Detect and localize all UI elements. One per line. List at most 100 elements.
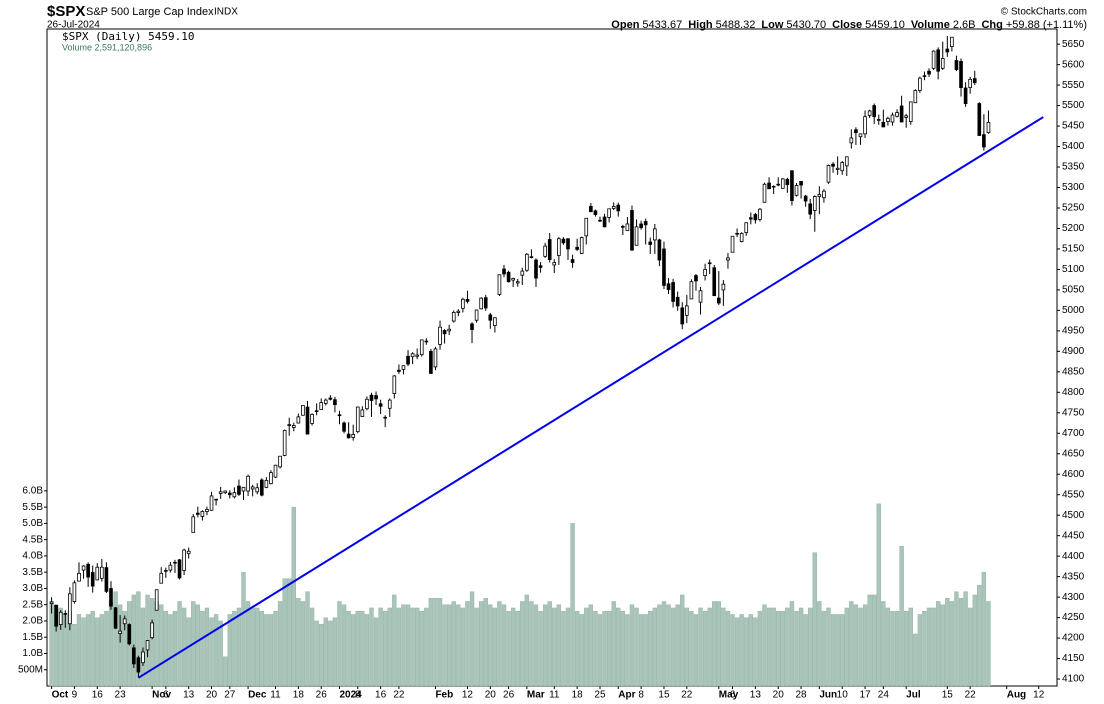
volume-bar	[469, 591, 475, 687]
y2-tick-label: 6.0B	[22, 485, 43, 496]
candle-body	[502, 268, 506, 275]
candle-body	[141, 651, 145, 664]
volume-bar	[291, 506, 296, 687]
y-tick-label: 5000	[1062, 305, 1085, 316]
candle-body	[611, 205, 616, 209]
candle-body	[748, 217, 753, 220]
candle-body	[817, 194, 822, 197]
x-tick-label: 11	[270, 690, 281, 701]
volume-bar	[296, 597, 301, 687]
x-tick-label: 6	[163, 690, 169, 701]
quote-value: 2.6B	[953, 19, 976, 31]
candle-body	[753, 214, 758, 221]
volume-bar	[757, 610, 763, 687]
volume-bar	[236, 607, 242, 687]
candle-body	[858, 133, 863, 138]
x-tick-label: Oct	[52, 690, 69, 701]
volume-bar	[446, 604, 452, 687]
candle-body	[195, 512, 200, 515]
candle-body	[470, 323, 474, 331]
y-tick-label: 4400	[1062, 551, 1085, 562]
candle-body	[959, 60, 963, 88]
candle-body	[301, 405, 305, 416]
y2-tick-label: 5.0B	[22, 518, 43, 529]
volume-bar	[396, 607, 402, 687]
volume-bar	[542, 604, 548, 687]
x-tick-label: 27	[224, 690, 236, 701]
volume-bar	[492, 607, 498, 687]
candle-body	[716, 297, 721, 304]
volume-bar	[794, 610, 799, 687]
candle-body	[744, 222, 749, 233]
candle-body	[954, 60, 959, 70]
volume-bar	[419, 610, 424, 687]
candle-body	[282, 430, 287, 456]
y-tick-label: 4800	[1062, 387, 1085, 398]
candle-body	[246, 475, 250, 492]
candle-body	[218, 491, 223, 494]
y-tick-label: 4750	[1062, 407, 1085, 418]
volume-bar	[49, 601, 54, 687]
volume-bar	[460, 607, 466, 687]
volume-bar	[510, 607, 516, 687]
candle-body	[854, 129, 858, 134]
x-tick-label: 22	[681, 690, 693, 701]
candle-body	[424, 340, 429, 343]
x-tick-label: 26	[503, 690, 515, 701]
volume-bar	[154, 601, 159, 687]
candle-body	[191, 516, 196, 533]
volume-bar	[881, 601, 886, 687]
volume-bar	[565, 607, 571, 687]
candle-body	[575, 246, 579, 250]
candle-body	[767, 182, 771, 190]
volume-bar	[744, 617, 749, 687]
x-tick-label: 25	[594, 690, 606, 701]
volume-bar	[305, 591, 310, 687]
legend-volume: Volume 2,591,120,896	[62, 42, 152, 52]
y-tick-label: 4500	[1062, 510, 1085, 521]
candle-body	[177, 559, 182, 579]
volume-bar	[670, 607, 676, 687]
quote-value: 5433.67	[642, 19, 682, 31]
volume-bar	[373, 617, 379, 687]
x-tick-label: Apr	[618, 690, 635, 701]
y2-tick-label: 3.0B	[22, 583, 43, 594]
candle-body	[488, 314, 493, 321]
candle-body	[113, 607, 118, 629]
legend-price: $SPX (Daily) 5459.10	[62, 30, 194, 43]
volume-bar	[730, 614, 735, 687]
candle-body	[534, 259, 538, 279]
quote-label: Close	[832, 19, 862, 31]
quote-value: 5488.32	[716, 19, 756, 31]
candle-body	[360, 409, 365, 417]
candle-body	[762, 183, 767, 203]
candle-body	[689, 281, 694, 300]
volume-bar	[552, 607, 557, 687]
volume-bar	[117, 604, 123, 687]
candle-body	[936, 49, 940, 72]
candle-body	[269, 472, 273, 485]
y-tick-label: 4100	[1062, 674, 1085, 685]
volume-bar	[785, 607, 790, 687]
candle-body	[451, 312, 456, 322]
volume-bar	[771, 607, 776, 687]
x-tick-label: 12	[1033, 690, 1045, 701]
candle-body	[648, 241, 653, 245]
volume-bar	[716, 601, 721, 687]
volume-bar	[826, 607, 831, 687]
candle-body	[209, 495, 214, 511]
x-tick-label: 28	[796, 690, 808, 701]
candle-body	[506, 271, 511, 283]
y-tick-label: 5250	[1062, 203, 1085, 214]
candle-body	[291, 425, 296, 428]
volume-bar	[168, 614, 173, 687]
candle-body	[739, 232, 744, 242]
candle-body	[867, 110, 872, 116]
volume-bar	[570, 523, 575, 687]
volume-bar	[273, 610, 278, 687]
candle-body	[621, 226, 625, 228]
candle-body	[662, 248, 666, 286]
candle-body	[666, 283, 671, 290]
y-tick-label: 5300	[1062, 182, 1085, 193]
candle-body	[872, 105, 877, 118]
